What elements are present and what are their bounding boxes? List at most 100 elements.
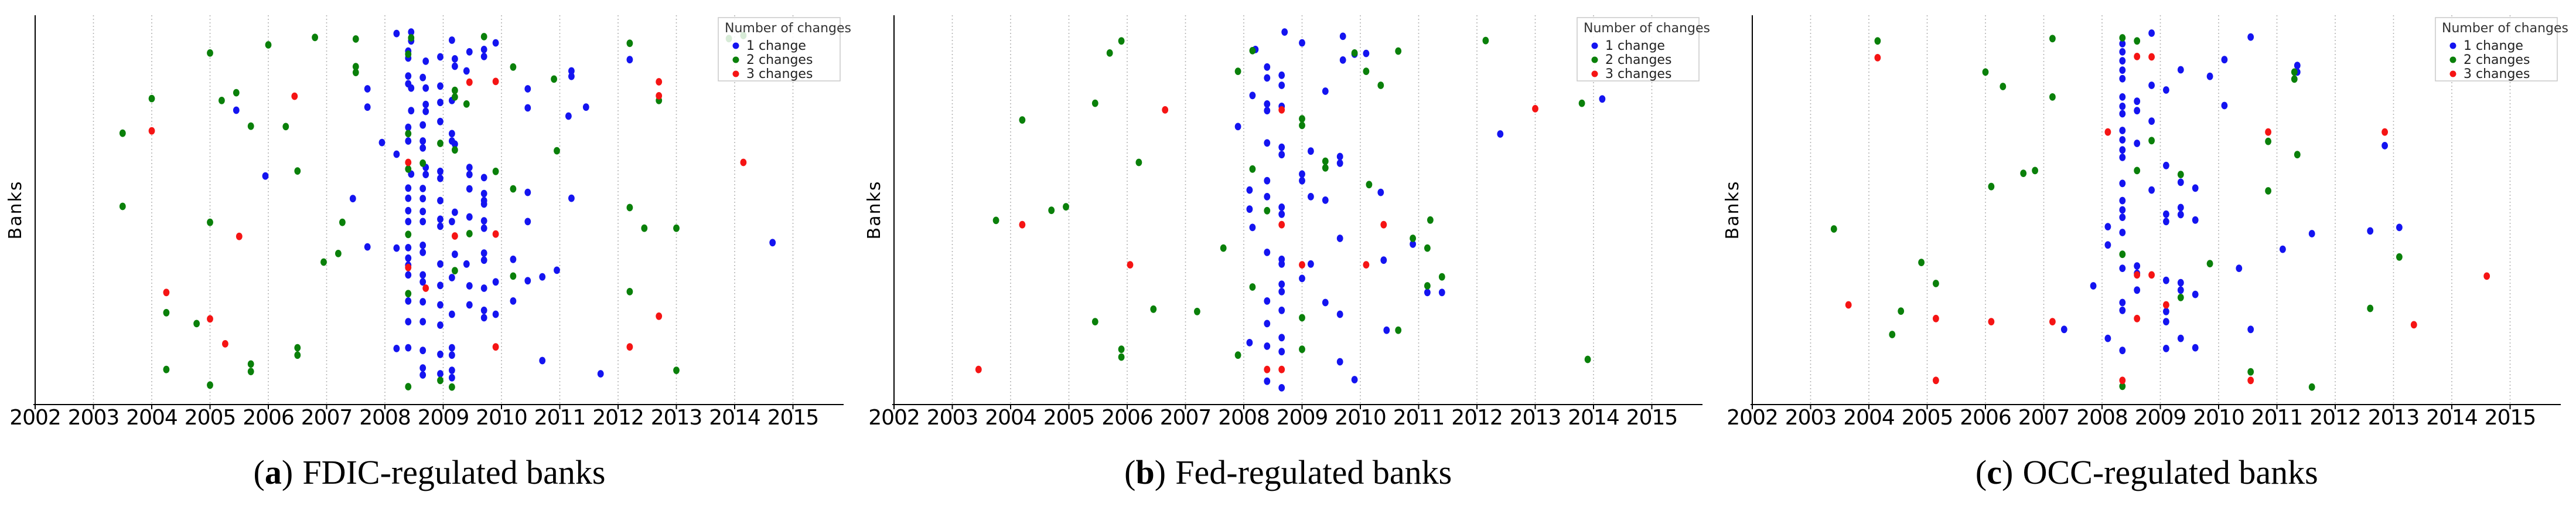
data-point	[247, 360, 254, 368]
data-point	[2119, 74, 2126, 83]
data-point	[2119, 103, 2126, 110]
data-point	[1249, 283, 1255, 291]
data-point	[2178, 286, 2185, 294]
data-point	[466, 164, 473, 171]
data-point	[1298, 115, 1305, 123]
data-point	[2396, 253, 2403, 261]
data-point	[1380, 220, 1387, 229]
caption-paren-open: (	[1124, 453, 1136, 491]
data-point	[2134, 314, 2141, 322]
data-point	[2163, 86, 2170, 94]
panel-caption: (b) Fed-regulated banks	[859, 453, 1718, 492]
x-tick-label: 2008	[359, 406, 411, 430]
data-point	[1298, 170, 1305, 178]
data-point	[378, 138, 385, 147]
x-tick-label: 2010	[1335, 406, 1386, 430]
caption-letter: b	[1135, 453, 1155, 491]
data-point	[2178, 279, 2185, 287]
legend-entry-label: 2 changes	[746, 53, 813, 67]
data-point	[480, 306, 487, 314]
data-point	[1246, 339, 1253, 347]
legend-entry-label: 2 changes	[2464, 53, 2530, 67]
data-point	[437, 376, 443, 385]
data-point	[1377, 81, 1384, 89]
data-point	[975, 365, 982, 373]
data-point	[2000, 83, 2007, 90]
data-point	[626, 343, 633, 351]
data-point	[1298, 176, 1305, 185]
data-point	[2291, 75, 2298, 83]
x-tick-label: 2003	[68, 406, 120, 430]
data-point	[1264, 297, 1270, 305]
data-point	[265, 41, 272, 49]
data-point	[419, 195, 427, 203]
data-point	[422, 107, 429, 116]
data-point	[437, 301, 443, 309]
data-point	[1427, 216, 1434, 224]
caption-title: OCC-regulated banks	[2022, 453, 2318, 491]
data-point	[1988, 182, 1995, 191]
x-tick-label: 2014	[2427, 406, 2478, 430]
legend-title: Number of changes	[725, 21, 851, 36]
caption-paren-open: (	[253, 453, 265, 491]
data-point	[1161, 106, 1168, 114]
data-point	[1831, 225, 1838, 233]
data-point	[452, 232, 458, 240]
data-point	[1062, 203, 1069, 211]
data-point	[247, 122, 254, 130]
x-tick-label: 2008	[2077, 406, 2128, 430]
data-point	[992, 216, 999, 225]
data-point	[364, 103, 371, 111]
legend-entry-label: 3 changes	[2464, 67, 2530, 81]
x-tick-label: 2009	[2135, 406, 2186, 430]
data-point	[437, 99, 443, 107]
data-point	[452, 93, 458, 101]
panel-a: 2002 2003 2004 2005 2006 2007 2008 2009 2010 2011…	[0, 0, 859, 523]
data-point	[119, 202, 126, 210]
x-tick-label: 2007	[301, 406, 353, 430]
data-point	[1278, 203, 1285, 211]
data-point	[405, 244, 412, 252]
data-point	[480, 224, 487, 232]
data-point	[2291, 68, 2298, 76]
data-point	[2163, 218, 2170, 226]
legend-entry-label: 3 changes	[1605, 67, 1671, 81]
data-point	[452, 146, 458, 154]
data-point	[1264, 139, 1270, 147]
data-point	[2134, 37, 2141, 45]
data-point	[480, 284, 487, 292]
data-point	[437, 215, 443, 223]
panel-caption: (a) FDIC-regulated banks	[0, 453, 859, 492]
data-point	[1278, 143, 1285, 151]
data-point	[1278, 348, 1285, 356]
data-point	[2119, 376, 2126, 385]
data-point	[405, 158, 412, 167]
data-point	[1264, 206, 1270, 215]
data-point	[1982, 68, 1989, 76]
data-point	[1889, 331, 1896, 338]
data-point	[405, 137, 412, 145]
data-point	[463, 260, 470, 268]
data-point	[2207, 72, 2213, 80]
x-tick-label: 2010	[476, 406, 527, 430]
data-point	[2148, 81, 2155, 89]
data-point	[1380, 256, 1387, 264]
data-point	[2192, 344, 2199, 352]
y-axis-label: Banks	[864, 181, 885, 240]
data-point	[449, 274, 455, 281]
data-point	[480, 189, 487, 198]
data-point	[492, 278, 499, 286]
data-point	[419, 159, 427, 167]
data-point	[551, 75, 557, 83]
data-point	[524, 188, 531, 196]
data-point	[1278, 106, 1285, 114]
data-point	[1438, 288, 1445, 297]
data-point	[466, 171, 473, 178]
data-point	[163, 288, 170, 297]
data-point	[405, 130, 412, 138]
data-point	[419, 278, 427, 286]
data-point	[452, 208, 458, 216]
data-point	[437, 196, 443, 205]
legend-marker-1	[2449, 42, 2456, 49]
data-point	[2163, 345, 2170, 352]
